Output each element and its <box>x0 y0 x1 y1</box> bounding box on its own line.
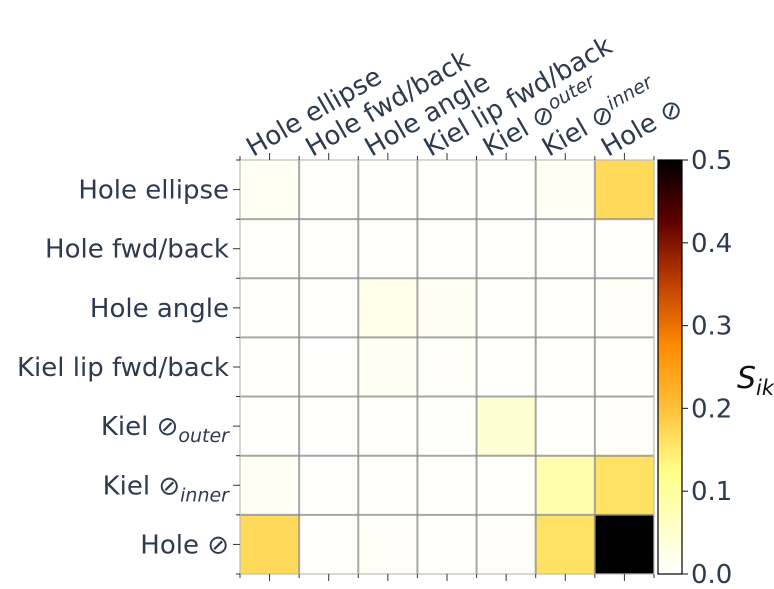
row-label: Kiel lip fwd/back <box>17 353 229 383</box>
heatmap-cell <box>299 455 359 516</box>
heatmap-cell <box>535 160 596 220</box>
heatmap-cell <box>358 160 418 220</box>
heatmap-cell <box>476 514 537 575</box>
heatmap-cell <box>535 278 596 338</box>
heatmap-cell <box>594 219 655 279</box>
colorbar-tick-label: 0.5 <box>691 146 732 176</box>
heatmap-cell <box>476 160 537 220</box>
heatmap-cell <box>594 278 655 338</box>
heatmap-cell <box>358 278 418 338</box>
heatmap-cell <box>358 337 418 398</box>
heatmap-cell <box>594 160 655 220</box>
heatmap-cell <box>417 514 478 575</box>
heatmap-cell <box>476 337 537 398</box>
colorbar-gradient <box>657 159 683 575</box>
heatmap-cell <box>417 219 478 279</box>
heatmap-cell <box>476 219 537 279</box>
heatmap-cell <box>417 337 478 398</box>
colorbar-tick-label: 0.0 <box>691 560 732 589</box>
heatmap-cell <box>299 514 359 575</box>
heatmap-cell <box>299 396 359 457</box>
heatmap-cell <box>594 455 655 516</box>
heatmap-cell <box>594 337 655 398</box>
heatmap-cell <box>594 396 655 457</box>
heatmap-cell <box>417 396 478 457</box>
heatmap-cell <box>240 514 300 575</box>
heatmap-cell <box>299 219 359 279</box>
row-label: Kiel ⊘inner <box>103 471 231 506</box>
heatmap-cell <box>358 396 418 457</box>
heatmap-cell <box>240 337 300 398</box>
row-label: Hole angle <box>90 294 229 324</box>
heatmap-cell <box>535 219 596 279</box>
heatmap-cell <box>535 337 596 398</box>
heatmap-cell <box>240 219 300 279</box>
colorbar-ticks: 0.0 0.1 0.2 0.3 0.4 0.5 <box>682 146 732 589</box>
colorbar-tick-label: 0.1 <box>691 477 732 507</box>
heatmap-cell <box>240 455 300 516</box>
heatmap-cell <box>358 514 418 575</box>
heatmap-cell <box>240 160 300 220</box>
colorbar-label: Sik <box>737 361 774 400</box>
heatmap-cell <box>594 514 655 575</box>
colorbar-tick-label: 0.3 <box>691 312 732 342</box>
colorbar-tick-label: 0.2 <box>691 394 732 424</box>
heatmap-cell <box>358 455 418 516</box>
row-label: Hole ⊘ <box>140 530 229 560</box>
heatmap-cell <box>476 396 537 457</box>
heatmap-cell <box>535 396 596 457</box>
heatmap-gridlines <box>240 160 654 574</box>
heatmap-cell <box>535 455 596 516</box>
heatmap-cell <box>240 278 300 338</box>
heatmap-cell <box>299 278 359 338</box>
heatmap-cell <box>358 219 418 279</box>
colorbar-tick-label: 0.4 <box>691 229 732 259</box>
heatmap-cell <box>535 514 596 575</box>
row-label: Hole ellipse <box>78 176 229 206</box>
heatmap-cell <box>299 337 359 398</box>
heatmap-cell <box>417 278 478 338</box>
heatmap-cell <box>476 455 537 516</box>
heatmap-cells <box>240 160 655 575</box>
heatmap-cell <box>476 278 537 338</box>
row-label: Hole fwd/back <box>45 235 229 265</box>
colorbar <box>657 159 683 575</box>
row-label: Kiel ⊘outer <box>101 412 230 447</box>
heatmap-cell <box>299 160 359 220</box>
heatmap-cell <box>417 455 478 516</box>
heatmap-axes <box>233 153 655 581</box>
heatmap-cell <box>240 396 300 457</box>
heatmap-cell <box>417 160 478 220</box>
row-labels: Hole ellipse Hole fwd/back Hole angle Kiel … <box>17 176 230 561</box>
